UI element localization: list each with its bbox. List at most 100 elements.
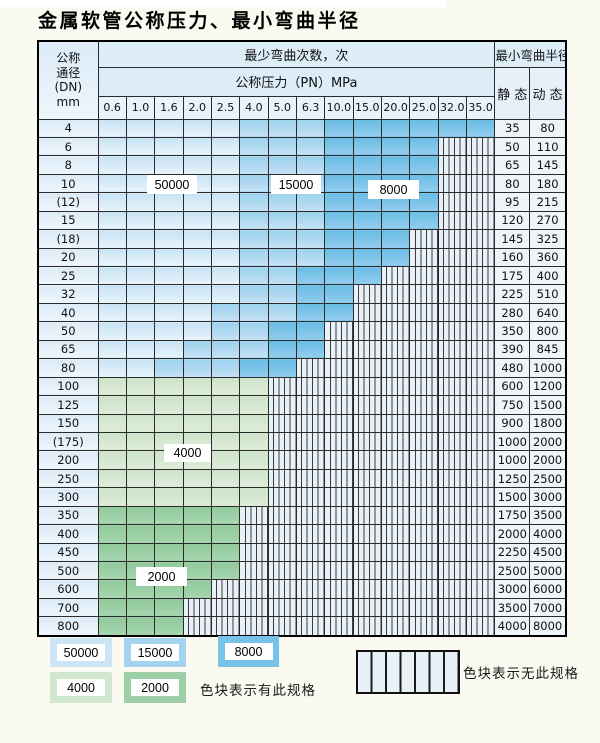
spec-cell — [97, 192, 127, 212]
no-spec-cell — [409, 450, 439, 470]
legend-swatch-2000: 2000 — [124, 672, 186, 703]
spec-cell — [239, 247, 269, 268]
no-spec-cell — [295, 450, 326, 470]
spec-cell — [182, 560, 212, 581]
no-spec-cell — [295, 376, 326, 397]
cycles-label-2000: 2000 — [136, 567, 187, 586]
spec-cell — [210, 560, 241, 581]
legend-label: 8000 — [224, 643, 273, 660]
spec-cell — [97, 265, 127, 286]
spec-cell — [97, 395, 127, 415]
no-spec-cell — [182, 597, 212, 618]
no-spec-cell — [465, 468, 496, 489]
dynamic-header: 动 态 — [529, 66, 567, 120]
spec-cell — [97, 450, 127, 470]
dynamic-radius-cell: 1200 — [529, 376, 567, 397]
table-row: 250 1250 2500 — [37, 468, 567, 489]
pressure-header: 公称压力（PN）MPa — [97, 66, 496, 97]
no-spec-cell — [437, 450, 467, 470]
no-spec-cell — [295, 413, 326, 433]
no-spec-cell — [409, 302, 439, 323]
spec-cell — [239, 284, 269, 304]
spec-cell — [182, 136, 212, 157]
spec-cell — [210, 229, 241, 249]
spec-cell — [125, 339, 156, 360]
spec-cell — [154, 210, 184, 231]
table-row: 8 65 145 — [37, 155, 567, 175]
no-spec-cell — [409, 487, 439, 507]
no-spec-cell — [437, 431, 467, 452]
spec-cell — [352, 247, 382, 268]
no-spec-cell — [267, 431, 297, 452]
spec-cell — [154, 247, 184, 268]
corner-line: mm — [56, 94, 80, 109]
spec-cell — [125, 431, 156, 452]
no-spec-cell — [437, 468, 467, 489]
legend-swatch-8000: 8000 — [218, 636, 279, 667]
spec-cell — [182, 339, 212, 360]
spec-cell — [154, 192, 184, 212]
no-spec-cell — [380, 542, 411, 563]
spec-cell — [182, 376, 212, 397]
static-radius-cell: 280 — [494, 302, 531, 323]
no-spec-cell — [352, 579, 382, 599]
spec-cell — [210, 118, 241, 138]
spec-cell — [125, 542, 156, 563]
no-spec-cell — [465, 431, 496, 452]
spec-cell — [97, 616, 127, 637]
decorative-strip — [0, 0, 446, 7]
no-spec-cell — [267, 616, 297, 637]
spec-cell — [324, 173, 354, 194]
spec-cell — [125, 597, 156, 618]
spec-cell — [239, 468, 269, 489]
pn-value-header: 2.5 — [210, 95, 241, 120]
static-radius-cell: 225 — [494, 284, 531, 304]
spec-cell — [324, 284, 354, 304]
spec-cell — [125, 413, 156, 433]
spec-cell — [267, 302, 297, 323]
dn-cell: 20 — [37, 247, 99, 268]
pn-value-header: 35.0 — [465, 95, 496, 120]
spec-cell — [97, 247, 127, 268]
spec-cell — [154, 376, 184, 397]
spec-cell — [125, 450, 156, 470]
dynamic-radius-cell: 3000 — [529, 487, 567, 507]
dynamic-radius-cell: 1800 — [529, 413, 567, 433]
spec-cell — [210, 395, 241, 415]
no-spec-cell — [409, 468, 439, 489]
no-spec-cell — [409, 413, 439, 433]
no-spec-cell — [465, 487, 496, 507]
spec-table: 公称 通径 (DN) mm 最少弯曲次数，次 最小弯曲半径 公称压力（PN）MP… — [37, 40, 567, 637]
dynamic-radius-cell: 510 — [529, 284, 567, 304]
no-spec-cell — [352, 468, 382, 489]
spec-cell — [239, 210, 269, 231]
spec-cell — [154, 395, 184, 415]
no-spec-cell — [465, 229, 496, 249]
spec-cell — [239, 155, 269, 175]
no-spec-cell — [267, 505, 297, 526]
no-spec-cell — [409, 524, 439, 544]
dn-cell: 32 — [37, 284, 99, 304]
spec-cell — [239, 321, 269, 341]
no-spec-cell — [465, 155, 496, 175]
spec-cell — [210, 450, 241, 470]
dn-cell: 40 — [37, 302, 99, 323]
spec-cell — [97, 358, 127, 378]
no-spec-cell — [239, 524, 269, 544]
no-spec-cell — [465, 579, 496, 599]
spec-cell — [239, 229, 269, 249]
no-spec-cell — [210, 597, 241, 618]
dn-cell: 6 — [37, 136, 99, 157]
no-spec-cell — [437, 542, 467, 563]
spec-cell — [210, 173, 241, 194]
no-spec-cell — [324, 487, 354, 507]
no-spec-cell — [409, 431, 439, 452]
spec-cell — [125, 229, 156, 249]
no-spec-cell — [352, 376, 382, 397]
no-spec-cell — [380, 450, 411, 470]
spec-cell — [154, 468, 184, 489]
no-spec-cell — [437, 155, 467, 175]
dn-cell: 150 — [37, 413, 99, 433]
dn-cell: 400 — [37, 524, 99, 544]
spec-cell — [97, 579, 127, 599]
